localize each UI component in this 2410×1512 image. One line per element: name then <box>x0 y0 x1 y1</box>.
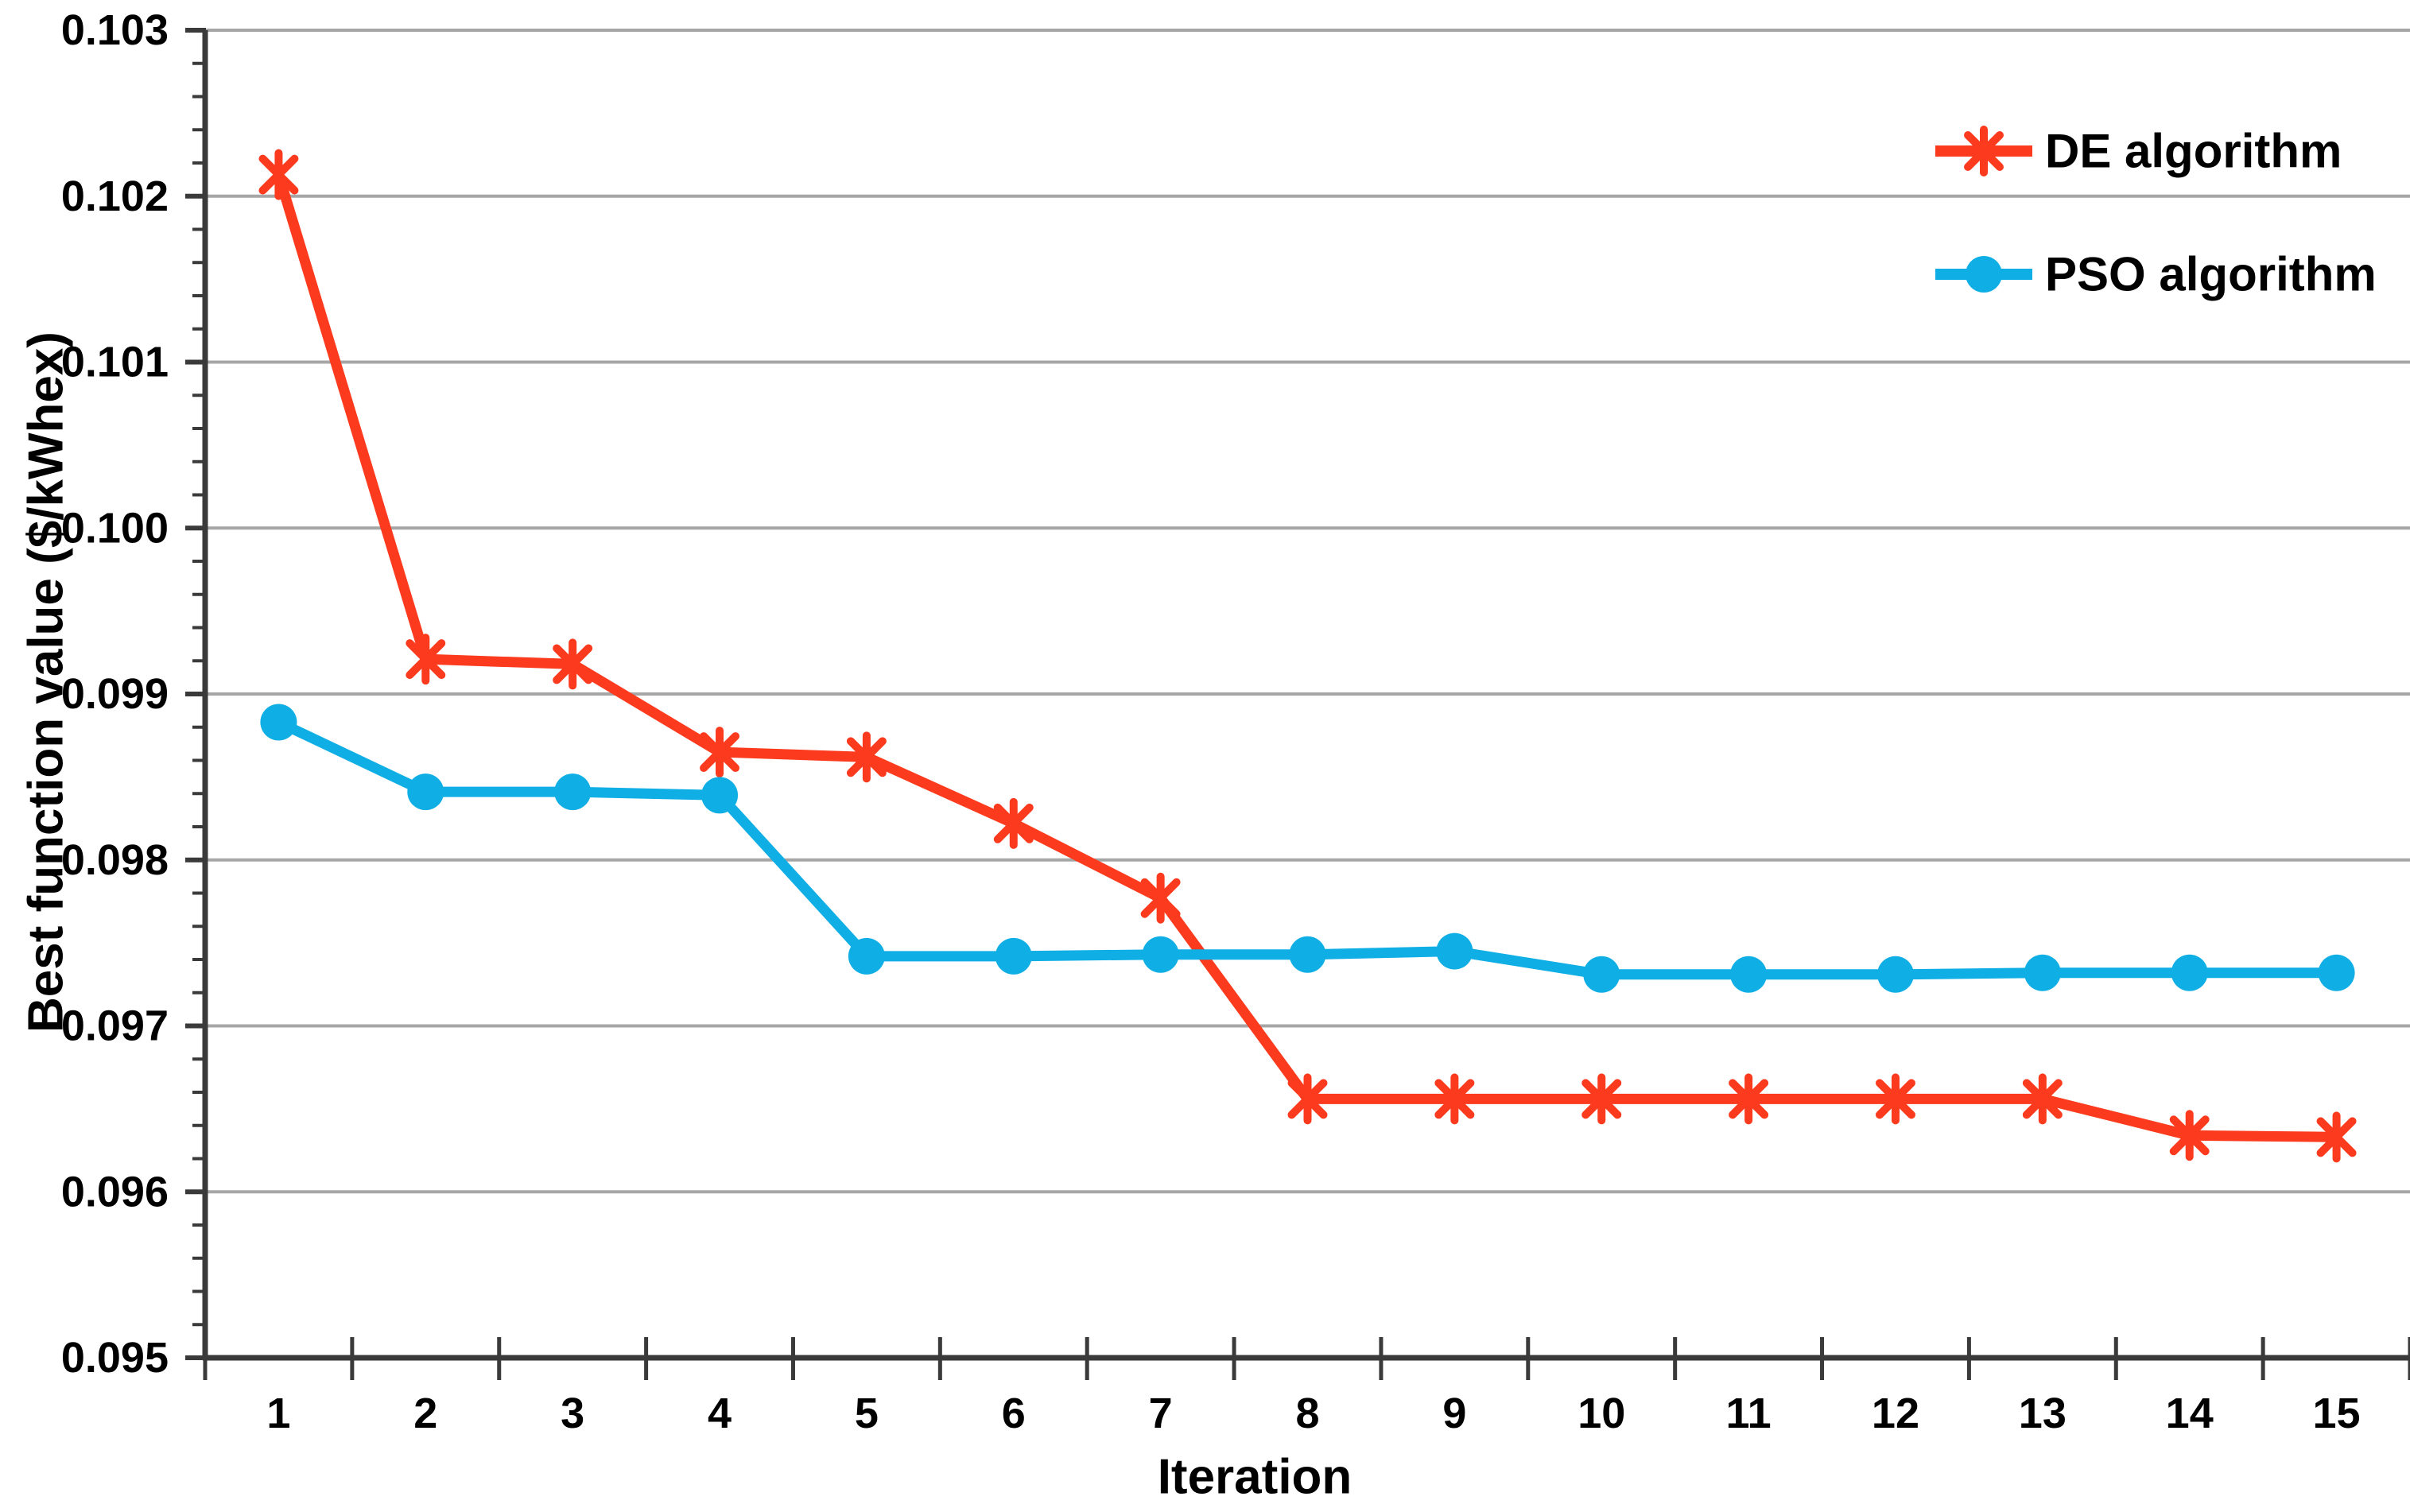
y-tick-label: 0.100 <box>61 504 169 552</box>
y-axis-title: Best function value ($/kWhex) <box>19 331 74 1033</box>
data-point-de-9 <box>1434 1073 1475 1125</box>
asterisk-arm <box>846 737 887 777</box>
x-tick-label: 3 <box>561 1390 584 1437</box>
asterisk-arm <box>406 639 446 680</box>
data-point-pso-7 <box>1142 936 1179 973</box>
data-point-de-6 <box>993 797 1034 849</box>
x-tick-label: 1 <box>266 1390 290 1437</box>
x-tick-label: 14 <box>2166 1390 2214 1437</box>
data-point-de-13 <box>2022 1073 2063 1125</box>
data-point-pso-4 <box>701 777 739 814</box>
data-point-pso-13 <box>2024 954 2061 991</box>
data-point-pso-11 <box>1730 956 1768 993</box>
legend-label-pso: PSO algorithm <box>2045 248 2377 301</box>
data-point-pso-14 <box>2171 954 2208 991</box>
data-point-pso-9 <box>1436 932 1473 970</box>
data-point-pso-10 <box>1583 956 1620 993</box>
legend-asterisk-marker-icon <box>1964 126 2004 176</box>
data-point-pso-3 <box>554 773 592 811</box>
data-point-de-7 <box>1140 872 1181 924</box>
asterisk-arm <box>2169 1115 2210 1156</box>
y-tick-label: 0.102 <box>61 173 169 220</box>
data-point-pso-5 <box>848 937 885 975</box>
data-point-pso-15 <box>2318 954 2355 991</box>
x-tick-label: 10 <box>1578 1390 1625 1437</box>
asterisk-arm <box>1581 1079 1622 1119</box>
data-point-pso-12 <box>1876 956 1914 993</box>
x-tick-label: 9 <box>1442 1390 1466 1437</box>
data-point-de-3 <box>553 638 593 690</box>
asterisk-arm <box>553 644 593 684</box>
x-tick-label: 6 <box>1002 1390 1026 1437</box>
x-axis-title: Iteration <box>1158 1450 1352 1505</box>
y-tick-label: 0.103 <box>61 6 169 54</box>
asterisk-arm <box>1729 1079 1769 1119</box>
data-point-de-5 <box>846 731 887 783</box>
x-tick-label: 11 <box>1726 1390 1772 1437</box>
data-point-de-12 <box>1875 1073 1915 1125</box>
data-point-de-8 <box>1287 1073 1328 1125</box>
y-tick-label: 0.098 <box>61 836 169 884</box>
asterisk-arm <box>1875 1079 1915 1119</box>
y-tick-label: 0.096 <box>61 1168 169 1215</box>
asterisk-arm <box>2316 1117 2357 1157</box>
asterisk-arm <box>1140 878 1181 918</box>
x-tick-label: 8 <box>1295 1390 1319 1437</box>
x-tick-label: 4 <box>708 1390 732 1437</box>
x-tick-label: 5 <box>855 1390 879 1437</box>
asterisk-arm <box>1964 131 2004 171</box>
x-tick-label: 7 <box>1149 1390 1173 1437</box>
data-point-de-1 <box>258 149 299 200</box>
data-point-de-14 <box>2169 1110 2210 1161</box>
legend-label-de: DE algorithm <box>2045 125 2342 178</box>
data-point-pso-6 <box>995 937 1032 975</box>
y-tick-label: 0.097 <box>61 1002 169 1050</box>
data-point-pso-2 <box>407 773 444 811</box>
data-point-de-4 <box>700 727 740 778</box>
y-tick-label: 0.099 <box>61 670 169 718</box>
x-tick-label: 15 <box>2313 1390 2361 1437</box>
data-point-de-11 <box>1729 1073 1769 1125</box>
asterisk-arm <box>700 732 740 773</box>
x-tick-label: 2 <box>413 1390 437 1437</box>
y-tick-label: 0.095 <box>61 1334 169 1382</box>
asterisk-arm <box>993 803 1034 843</box>
asterisk-arm <box>2022 1079 2063 1119</box>
x-tick-label: 13 <box>2019 1390 2067 1437</box>
data-point-pso-8 <box>1289 936 1326 973</box>
legend-circle-marker-icon <box>1966 256 2002 293</box>
x-tick-label: 12 <box>1872 1390 1919 1437</box>
y-tick-label: 0.101 <box>61 339 169 386</box>
data-point-de-10 <box>1581 1073 1622 1125</box>
asterisk-arm <box>258 154 299 195</box>
data-point-de-2 <box>406 634 446 685</box>
asterisk-arm <box>1434 1079 1475 1119</box>
data-point-de-15 <box>2316 1111 2357 1163</box>
asterisk-arm <box>1287 1079 1328 1119</box>
data-point-pso-1 <box>260 704 297 741</box>
